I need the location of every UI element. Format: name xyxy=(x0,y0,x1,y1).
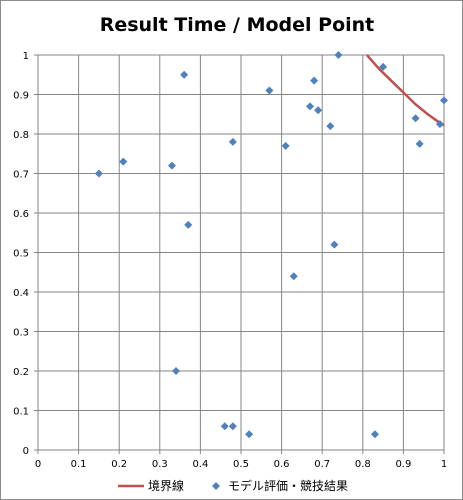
data-point xyxy=(167,161,176,170)
y-tick-label: 0.4 xyxy=(13,288,29,299)
y-tick-label: 0.8 xyxy=(13,130,29,141)
data-point xyxy=(172,367,181,375)
y-tick-label: 0 xyxy=(23,446,29,457)
x-tick-label: 0.9 xyxy=(395,459,411,470)
data-point xyxy=(281,141,290,150)
x-tick-label: 0.8 xyxy=(355,459,371,470)
data-point xyxy=(228,422,237,431)
data-point xyxy=(220,422,229,431)
x-tick-label: 0.1 xyxy=(71,459,87,470)
data-point xyxy=(326,122,335,131)
data-point xyxy=(184,220,193,229)
plot-area xyxy=(94,51,448,439)
x-tick-label: 1 xyxy=(441,459,447,470)
data-point xyxy=(379,62,388,71)
data-point xyxy=(306,102,315,111)
y-tick-label: 0.3 xyxy=(13,328,29,339)
y-tick-label: 0.1 xyxy=(13,407,29,418)
data-point xyxy=(119,157,128,166)
axes xyxy=(34,54,445,454)
data-point xyxy=(330,240,339,249)
x-tick-label: 0.7 xyxy=(314,459,330,470)
data-point xyxy=(289,272,298,281)
legend: 境界線 モデル評価・競技結果 xyxy=(118,478,348,493)
data-point xyxy=(314,106,323,115)
tick-labels: 0 0.1 0.2 0.3 0.4 0.5 0.6 0.7 0.8 0.9 1 0 0.1 0.2 0.3 0… xyxy=(13,51,447,470)
y-tick-label: 0.9 xyxy=(13,91,29,102)
y-tick-label: 0.6 xyxy=(13,209,29,220)
data-point xyxy=(310,76,319,85)
x-tick-label: 0.2 xyxy=(111,459,127,470)
chart-title: Result Time / Model Point xyxy=(100,14,375,36)
data-point xyxy=(245,430,254,439)
x-tick-label: 0.4 xyxy=(192,459,208,470)
legend-label-results: モデル評価・競技結果 xyxy=(228,478,348,493)
data-point xyxy=(435,120,444,129)
y-tick-label: 1 xyxy=(23,51,29,62)
data-point xyxy=(370,430,379,439)
y-tick-label: 0.5 xyxy=(13,249,29,260)
data-point xyxy=(334,51,343,59)
y-tick-label: 0.7 xyxy=(13,170,29,181)
grid xyxy=(37,54,445,451)
x-tick-label: 0.3 xyxy=(152,459,168,470)
legend-label-boundary: 境界線 xyxy=(148,478,184,493)
data-point xyxy=(265,86,274,95)
x-tick-label: 0.6 xyxy=(274,459,290,470)
legend-point-swatch xyxy=(212,482,220,490)
y-tick-label: 0.2 xyxy=(13,367,29,378)
data-point xyxy=(228,137,237,146)
boundary-line xyxy=(365,54,445,127)
data-point xyxy=(411,114,420,123)
data-point xyxy=(180,70,189,79)
data-point xyxy=(440,96,448,105)
x-tick-label: 0.5 xyxy=(233,459,249,470)
data-point xyxy=(94,169,103,178)
data-point xyxy=(415,139,424,148)
x-tick-label: 0 xyxy=(35,459,41,470)
